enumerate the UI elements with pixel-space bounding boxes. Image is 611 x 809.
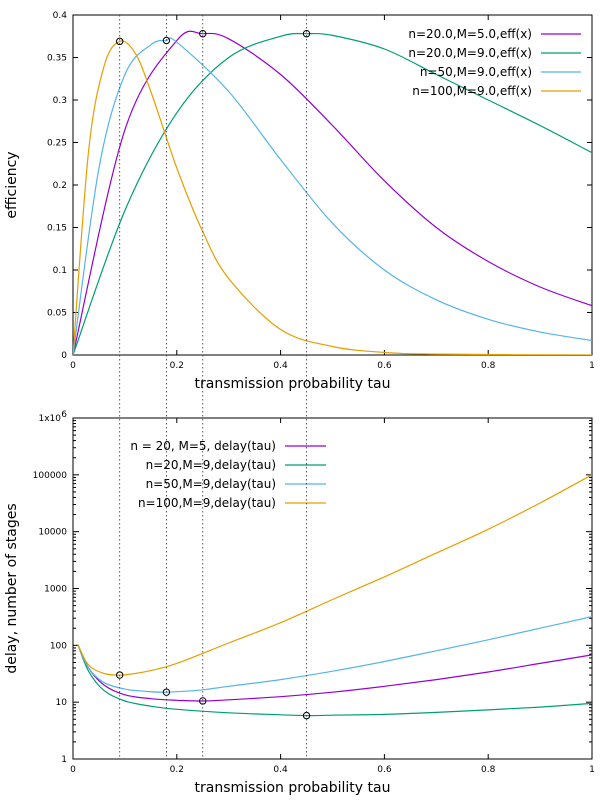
x-tick-label: 0 (70, 765, 76, 775)
x-tick-label: 0 (70, 361, 76, 371)
series-line (77, 645, 592, 717)
x-axis-label: transmission probability tau (195, 780, 391, 796)
y-axis-label: delay, number of stages (4, 503, 20, 673)
legend-label: n=100,M=9.0,eff(x) (412, 84, 532, 98)
y-tick-label: 0.1 (53, 266, 67, 276)
legend: n=20.0,M=5.0,eff(x) n=20.0,M=9.0,eff(x) n=… (408, 27, 581, 98)
legend-label: n=20.0,M=9.0,eff(x) (408, 46, 532, 60)
optimum-marker (116, 37, 124, 46)
y-tick-label: 0.25 (47, 139, 67, 149)
x-tick-label: 0.6 (377, 361, 392, 371)
series-line (77, 645, 592, 702)
x-tick-label: 0.8 (481, 765, 496, 775)
series-line (73, 32, 592, 355)
series-line (77, 474, 592, 676)
y-tick-label: 0.05 (47, 309, 67, 319)
y-tick-label: 1000 (44, 585, 67, 595)
series-lines (73, 30, 592, 355)
y-tick-label: 0.2 (53, 181, 67, 191)
y-tick-label: 0.3 (53, 96, 67, 106)
y-tick-label: 0.15 (47, 224, 67, 234)
y-tick-exponent: 6 (61, 410, 67, 420)
y-tick-label: 0.4 (53, 11, 68, 21)
x-tick-label: 0.8 (481, 361, 496, 371)
y-axis-label: efficiency (4, 151, 20, 218)
x-tick-label: 0.6 (377, 765, 392, 775)
legend-label: n=50,M=9.0,eff(x) (420, 65, 532, 79)
delay-plot: 0 0.2 0.4 0.6 0.8 1 1 10 100 1000 10000 100000 1x10 6… (4, 410, 595, 796)
y-tick-label: 0 (61, 351, 67, 361)
series-line (73, 30, 592, 355)
y-tick-label: 0.35 (47, 54, 67, 64)
vertical-guide-lines (119, 15, 307, 759)
y-tick-label: 1 (61, 755, 67, 765)
x-tick-label: 0.4 (273, 361, 288, 371)
legend: n = 20, M=5, delay(tau) n=20,M=9,delay(ta… (130, 439, 326, 510)
efficiency-plot: 0 0.2 0.4 0.6 0.8 1 0 0.05 0.1 0.15 0.2 0.25 0.3 0.35… (4, 11, 595, 392)
x-tick-label: 0.2 (170, 361, 184, 371)
x-tick-label: 0.4 (273, 765, 288, 775)
series-line (73, 37, 592, 355)
y-tick-label: 1x10 (38, 414, 61, 424)
optimum-marker (302, 30, 311, 38)
y-tick-label: 10000 (38, 528, 67, 538)
legend-label: n=20.0,M=5.0,eff(x) (408, 27, 532, 41)
series-lines (77, 474, 592, 717)
legend-label: n=100,M=9,delay(tau) (138, 496, 276, 510)
x-axis-label: transmission probability tau (195, 376, 391, 392)
y-tick-label: 10 (56, 698, 68, 708)
legend-label: n = 20, M=5, delay(tau) (130, 439, 276, 453)
y-tick-label: 100000 (33, 471, 68, 481)
y-tick-label: 100 (50, 641, 67, 651)
legend-label: n=50,M=9,delay(tau) (146, 477, 276, 491)
series-line (73, 40, 592, 355)
optimum-marker (199, 30, 207, 38)
x-tick-label: 1 (589, 361, 595, 371)
series-line (77, 616, 592, 693)
x-tick-label: 0.2 (170, 765, 184, 775)
legend-label: n=20,M=9,delay(tau) (146, 458, 276, 472)
x-tick-label: 1 (589, 765, 595, 775)
